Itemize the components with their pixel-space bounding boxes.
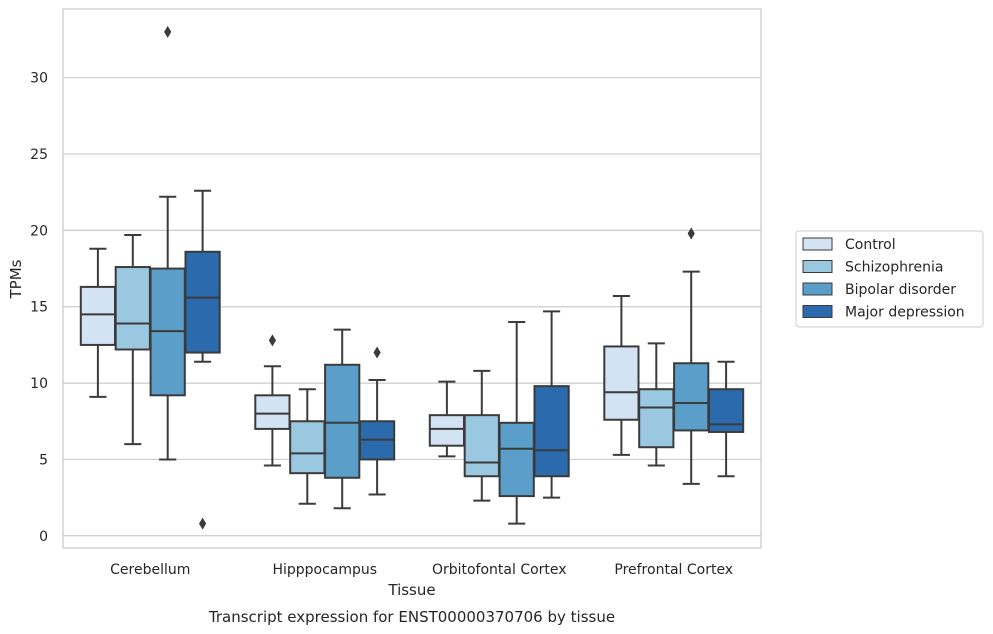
y-tick-label: 15 [30,300,48,316]
legend-swatch [802,237,833,251]
legend-swatch [802,282,833,296]
outlier-marker [373,346,381,359]
box-iqr [603,345,640,421]
figure-caption: Transcript expression for ENST0000037070… [208,608,615,626]
box-1-2 [324,328,361,510]
outlier-marker [164,25,172,38]
box-2-1 [463,369,500,502]
outlier-marker [687,227,695,240]
box-2-0 [428,380,466,458]
box-1-1 [289,388,326,505]
y-axis-title: TPMs [7,259,25,299]
box-3-1 [638,342,675,467]
legend-label: Bipolar disorder [845,282,956,298]
legend: Control Schizophrenia Bipolar disorder Majo… [795,230,984,328]
box-1-0 [254,334,291,467]
x-axis-title: Tissue [387,581,435,599]
box-0-3 [184,189,221,530]
x-tick-label: Prefrontal Cortex [614,562,733,578]
box-iqr [533,385,570,478]
box-iqr [673,362,710,432]
box-3-0 [603,295,640,456]
box-iqr [638,388,675,449]
y-tick-label: 0 [39,529,48,545]
legend-label: Control [845,237,896,253]
legend-swatch [802,305,833,318]
legend-label: Schizophrenia [845,260,943,276]
box-series [79,25,745,530]
legend-swatch [802,260,833,273]
box-iqr [254,394,291,430]
box-iqr [324,363,361,479]
box-3-3 [707,360,745,478]
box-0-2 [149,25,186,461]
box-2-2 [498,321,535,525]
y-tick-label: 20 [30,223,48,239]
box-iqr [707,388,745,433]
box-iqr [114,266,151,351]
box-1-3 [358,346,396,496]
y-tick-label: 10 [30,376,48,392]
legend-frame [795,230,984,328]
y-tick-label: 25 [30,147,48,163]
x-tick-label: Cerebellum [110,562,190,578]
y-tick-labels: 0 5 10 15 20 25 30 [30,71,48,545]
outlier-marker [268,334,276,347]
x-tick-label: Hipppocampus [272,562,377,578]
box-iqr [184,250,221,354]
box-iqr [498,421,535,498]
y-tick-label: 5 [39,452,48,468]
x-tick-labels: Cerebellum Hipppocampus Orbitofontal Corte… [110,562,733,578]
box-3-2 [673,227,710,485]
box-iqr [79,285,117,346]
x-tick-label: Orbitofontal Cortex [432,562,567,578]
plot-frame [62,8,762,549]
box-0-0 [79,247,117,398]
outlier-marker [199,517,207,530]
box-iqr [289,420,326,475]
legend-label: Major depression [845,305,965,321]
box-0-1 [114,233,151,446]
box-iqr [428,414,466,447]
box-iqr [463,414,500,478]
box-2-3 [533,310,570,499]
y-tick-label: 30 [30,71,48,87]
